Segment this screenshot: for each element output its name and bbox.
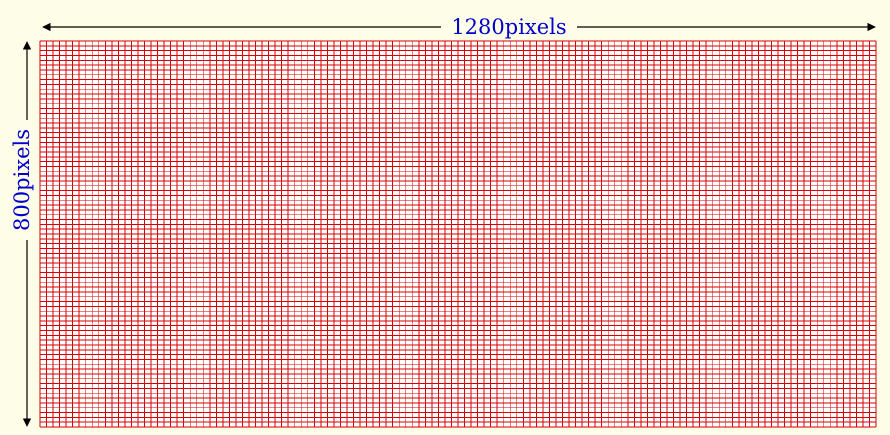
width-label: 1280pixels — [451, 15, 566, 39]
width-label-bg — [441, 14, 577, 40]
height-label-bg — [14, 120, 40, 240]
grid-lines — [39, 40, 877, 428]
height-label: 800pixels — [10, 129, 34, 231]
pixel-grid — [39, 40, 877, 428]
